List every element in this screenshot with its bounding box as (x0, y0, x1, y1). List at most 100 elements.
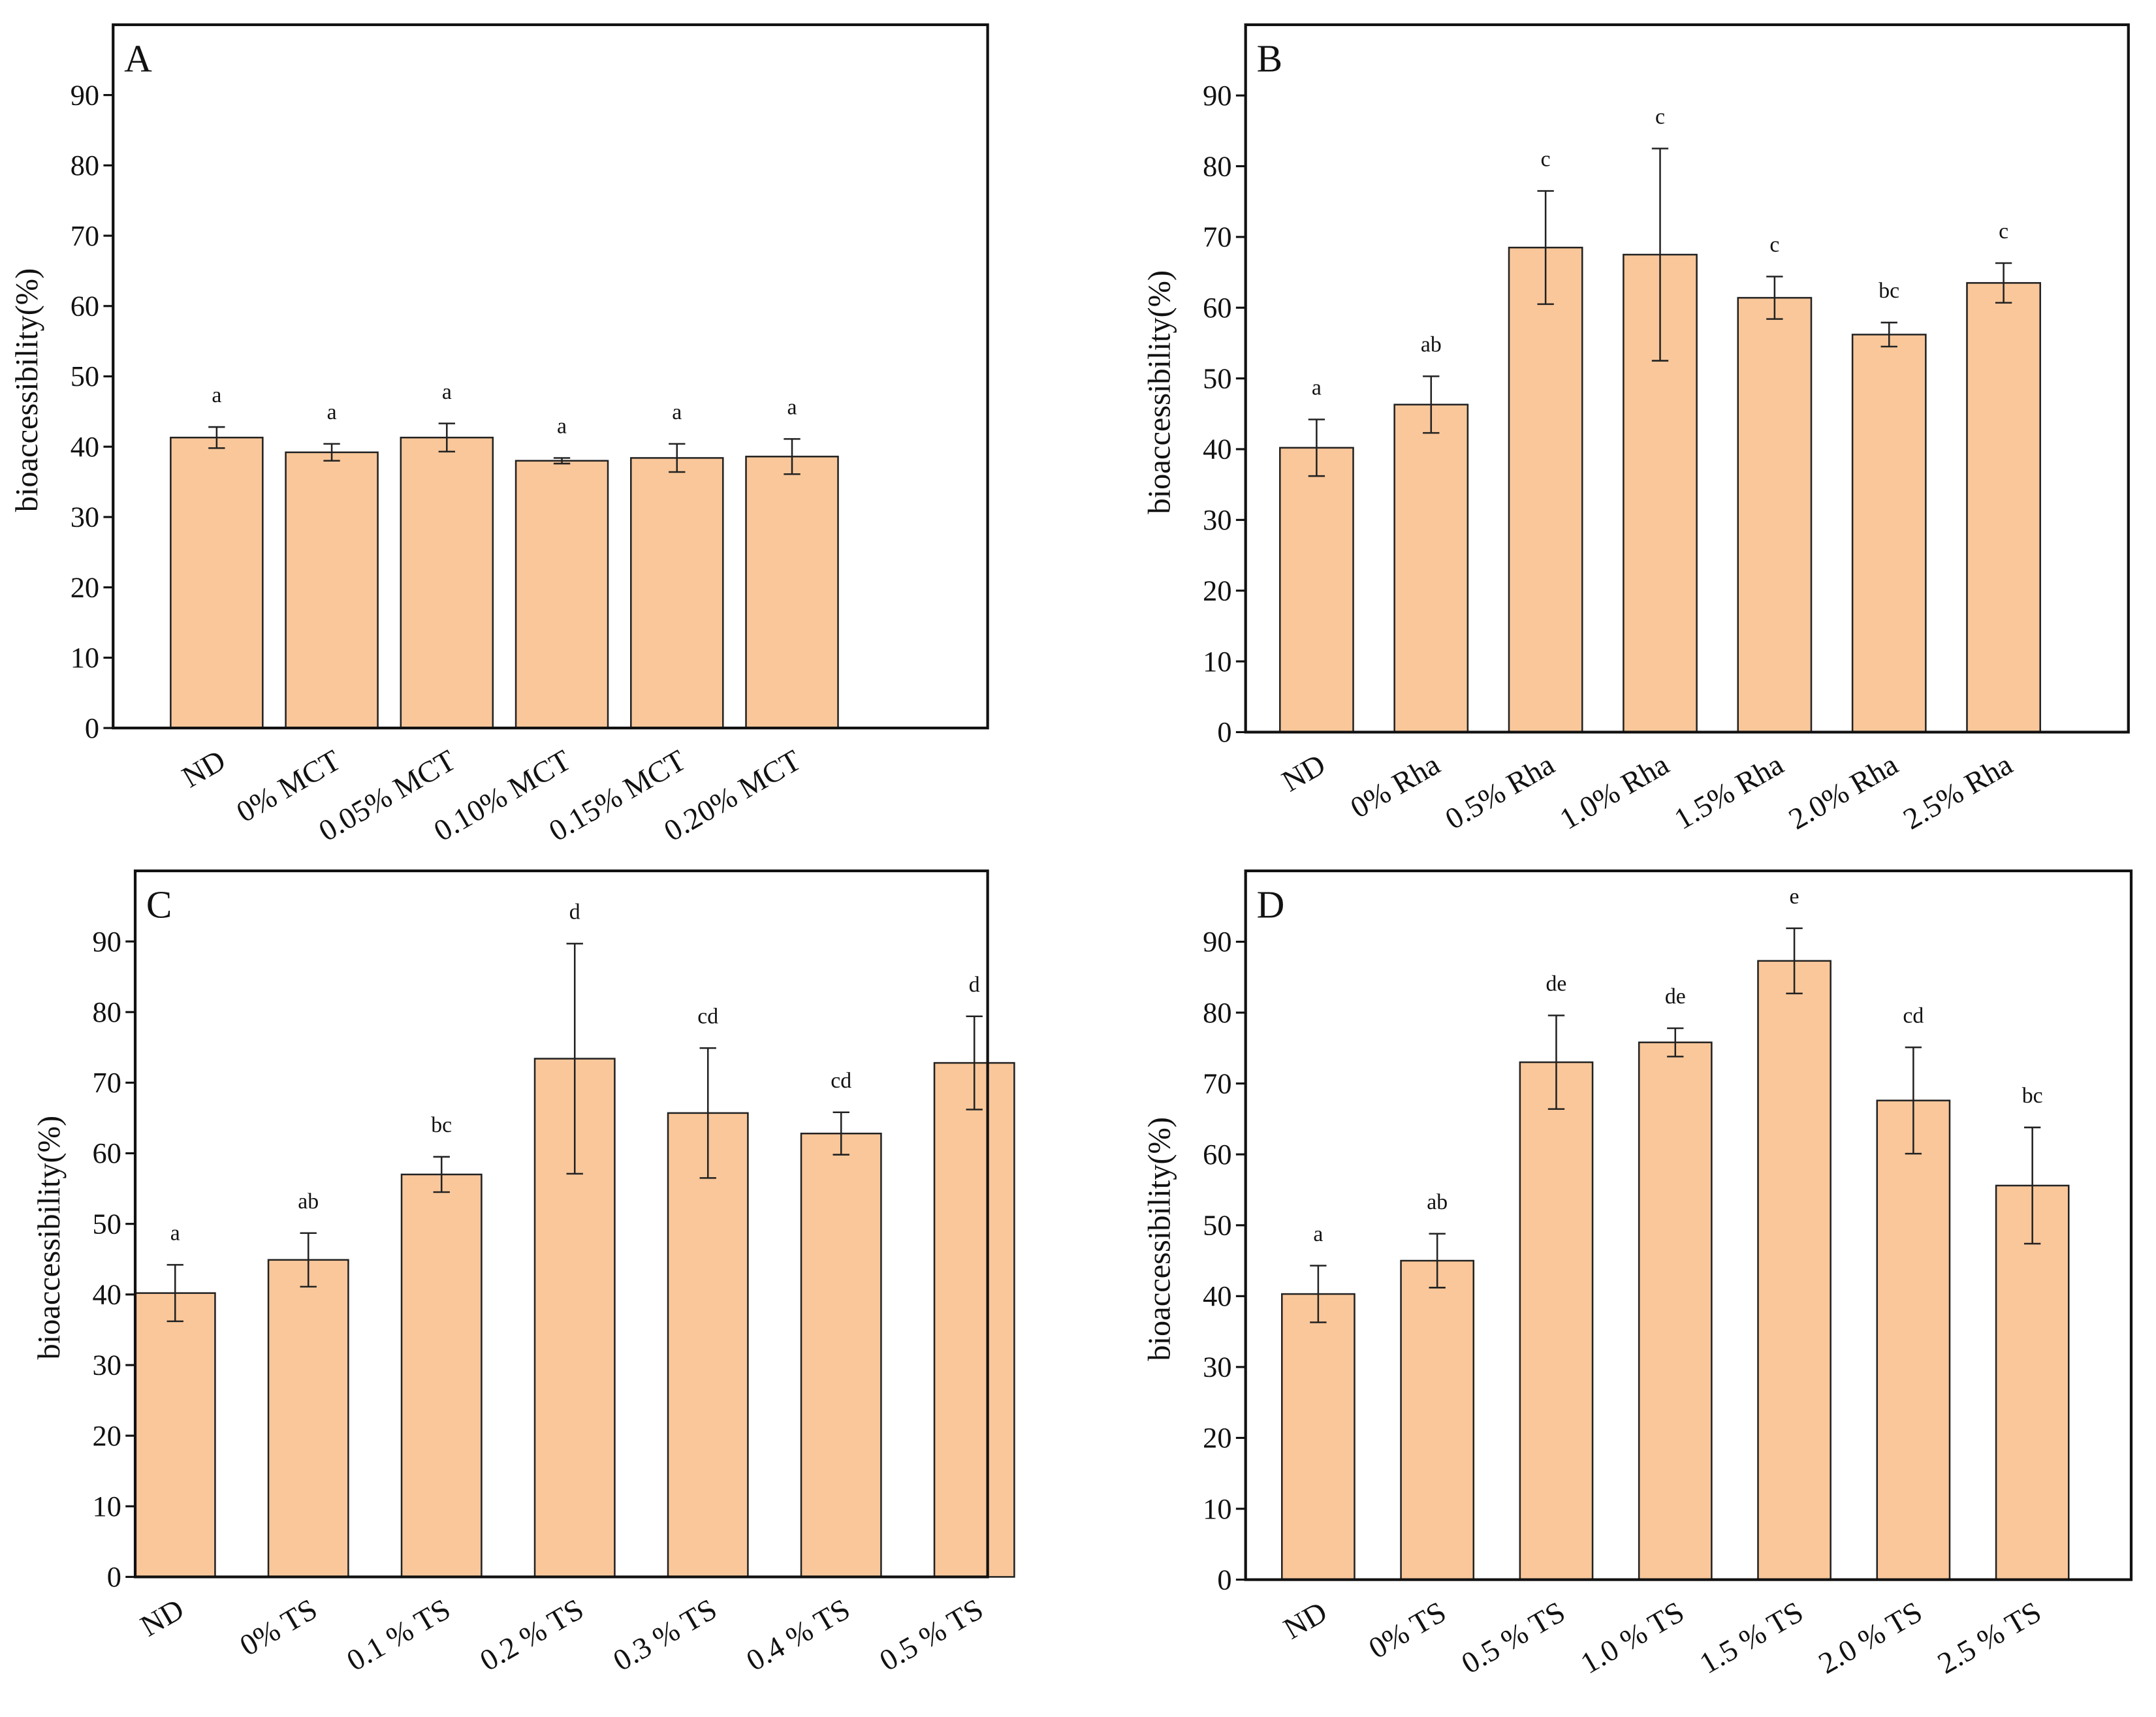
significance-letter: c (1655, 105, 1665, 129)
y-tick-label: 90 (1203, 80, 1231, 112)
significance-letter: a (327, 400, 337, 424)
y-tick-label: 70 (1203, 1067, 1231, 1099)
significance-letter: cd (697, 1005, 718, 1029)
y-tick-label: 80 (93, 996, 121, 1028)
y-tick-label: 90 (71, 79, 99, 111)
x-tick-label: 0% TS (234, 1593, 323, 1663)
significance-letter: ab (1421, 333, 1442, 357)
significance-letter: cd (831, 1069, 851, 1093)
bar (1995, 1184, 2070, 1581)
y-tick-label: 60 (93, 1137, 121, 1169)
x-tick-label: 0.2 % TS (475, 1593, 590, 1678)
y-tick-label: 70 (93, 1067, 121, 1099)
significance-letter: bc (431, 1113, 452, 1137)
x-tick-label: ND (135, 1593, 190, 1644)
significance-letter: c (1541, 148, 1551, 172)
y-tick-label: 10 (93, 1490, 121, 1522)
bar (667, 1112, 749, 1578)
y-axis-label: bioaccessibility(%) (1142, 1117, 1177, 1361)
x-tick-label: ND (1278, 1596, 1333, 1646)
panel-label: A (124, 37, 152, 80)
x-tick-label: ND (1276, 748, 1331, 799)
significance-letter: d (969, 973, 980, 997)
y-tick-label: 50 (1203, 1210, 1231, 1242)
significance-letter: e (1790, 885, 1799, 909)
bar (400, 436, 494, 729)
bar (170, 436, 264, 729)
bar (285, 451, 379, 729)
x-tick-label: ND (177, 744, 232, 795)
panel-label: C (146, 883, 172, 926)
y-tick-label: 60 (1203, 1139, 1231, 1171)
bar (1757, 960, 1831, 1581)
x-tick-label: 0.1 % TS (341, 1593, 456, 1678)
y-tick-label: 20 (1203, 1422, 1231, 1454)
x-tick-label: 0.5% Rha (1440, 748, 1560, 836)
bar (1508, 246, 1583, 733)
bar (745, 456, 839, 729)
y-tick-label: 40 (93, 1279, 121, 1311)
plot-frame (1244, 869, 2133, 1581)
x-tick-label: 0.5 % TS (874, 1593, 989, 1678)
y-tick-label: 0 (85, 712, 99, 744)
significance-letter: bc (2022, 1084, 2043, 1108)
significance-letter: d (569, 900, 580, 924)
significance-letter: a (442, 380, 452, 404)
x-tick-label: 1.5 % TS (1694, 1596, 1809, 1680)
y-tick-label: 70 (71, 220, 99, 252)
y-tick-label: 60 (71, 291, 99, 323)
significance-letter: a (1312, 376, 1322, 400)
bar (630, 457, 724, 729)
y-axis-label: bioaccessibility(%) (10, 268, 44, 512)
bar (1393, 403, 1469, 733)
y-tick-label: 50 (1203, 362, 1231, 394)
bar (1876, 1099, 1951, 1581)
y-tick-label: 60 (1203, 292, 1231, 324)
x-tick-label: 2.5 % TS (1932, 1596, 2047, 1680)
bar (1851, 334, 1927, 733)
x-tick-label: 1.0% Rha (1555, 748, 1675, 836)
y-tick-label: 20 (71, 571, 99, 603)
y-tick-label: 30 (71, 501, 99, 533)
y-tick-label: 0 (107, 1561, 121, 1593)
y-tick-label: 80 (71, 150, 99, 181)
panel-label: B (1257, 37, 1282, 80)
y-tick-label: 30 (1203, 1351, 1231, 1383)
x-tick-label: 2.0 % TS (1813, 1596, 1928, 1680)
y-tick-label: 70 (1203, 221, 1231, 253)
x-tick-label: 0.4 % TS (741, 1593, 856, 1678)
x-tick-label: 0.3 % TS (608, 1593, 723, 1678)
significance-letter: a (672, 400, 682, 424)
y-tick-label: 10 (71, 642, 99, 674)
y-tick-label: 50 (93, 1208, 121, 1240)
y-tick-label: 40 (1203, 1280, 1231, 1312)
y-tick-label: 20 (1203, 575, 1231, 607)
bar (1279, 447, 1354, 733)
significance-letter: bc (1879, 279, 1899, 303)
bar (1638, 1041, 1713, 1581)
y-tick-label: 90 (93, 926, 121, 958)
significance-letter: a (212, 383, 221, 407)
significance-letter: de (1546, 972, 1567, 996)
significance-letter: c (1999, 219, 2008, 244)
significance-letter: ab (298, 1189, 319, 1214)
x-tick-label: 0% Rha (1345, 748, 1446, 825)
plot-frame (133, 869, 989, 1579)
bar (1737, 296, 1813, 733)
y-tick-label: 30 (93, 1349, 121, 1381)
significance-letter: a (1313, 1222, 1323, 1246)
bar (515, 460, 609, 729)
x-tick-label: 2.0% Rha (1783, 748, 1903, 836)
plot-frame (1244, 23, 2130, 734)
significance-letter: ab (1427, 1190, 1448, 1214)
plot-frame (112, 23, 989, 730)
y-tick-label: 10 (1203, 646, 1231, 678)
y-tick-label: 10 (1203, 1493, 1231, 1525)
significance-letter: a (787, 396, 797, 420)
x-tick-label: 0% TS (1363, 1596, 1452, 1665)
significance-letter: a (170, 1221, 180, 1246)
y-axis-label: bioaccessibility(%) (32, 1116, 67, 1360)
significance-letter: cd (1903, 1003, 1924, 1028)
